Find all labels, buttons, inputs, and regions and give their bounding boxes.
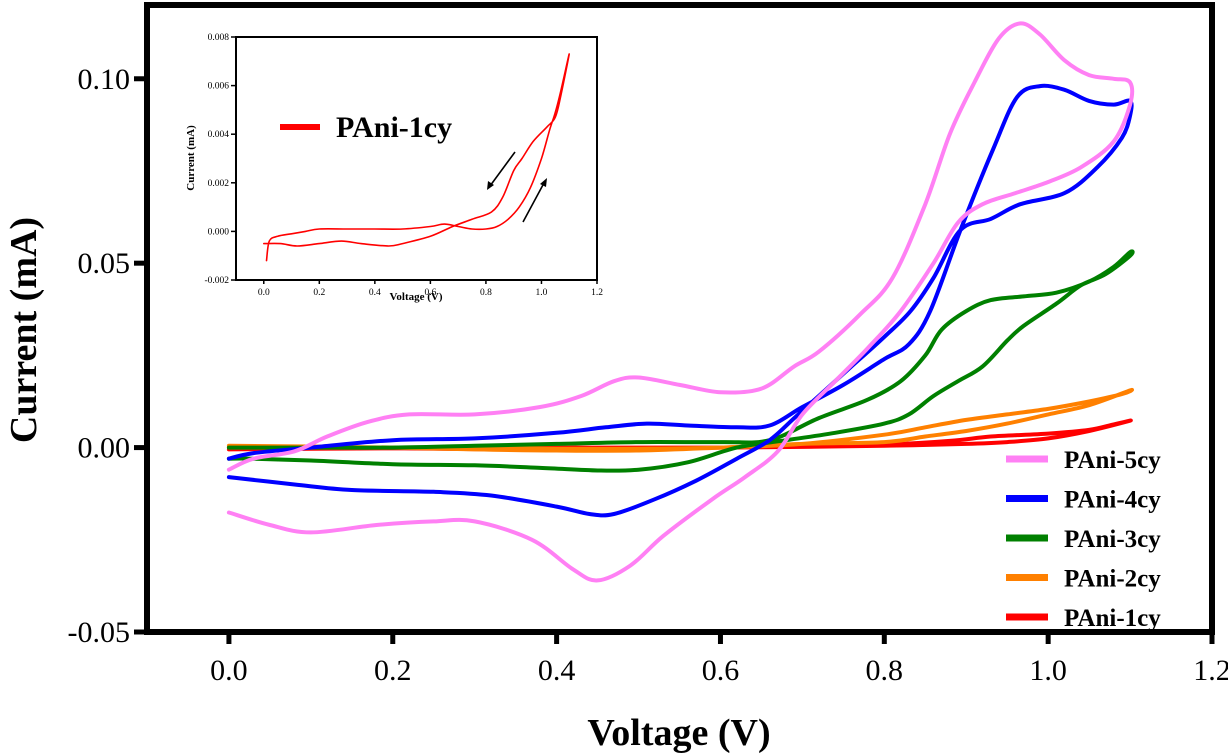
- inset-plot-frame: [235, 36, 598, 281]
- x-tick-label: 0.2: [374, 654, 412, 687]
- inset-x-tick-label: 0.2: [313, 288, 325, 298]
- inset-y-tick-label: -0.002: [204, 276, 229, 286]
- inset-y-tick-label: 0.000: [208, 227, 230, 237]
- x-tick-label: 0.0: [210, 654, 248, 687]
- legend-label: PAni-4cy: [1064, 487, 1161, 514]
- legend-label: PAni-3cy: [1064, 526, 1161, 553]
- x-tick-label: 0.4: [538, 654, 576, 687]
- inset-x-tick-label: 0.8: [480, 288, 492, 298]
- legend-item-pani-1cy: PAni-1cy: [1006, 605, 1161, 632]
- x-tick-label: 1.0: [1029, 654, 1067, 687]
- series-line-pani-2cy: [226, 387, 1135, 453]
- legend-item-pani-3cy: PAni-3cy: [1006, 526, 1161, 553]
- main-legend: PAni-5cy PAni-4cy PAni-3cy PAni-2cy PAni-1cy: [1006, 447, 1161, 632]
- inset-x-tick-label: 0.4: [369, 288, 381, 298]
- inset-y-tick-label: 0.004: [208, 130, 230, 140]
- main-x-axis: 0.0 0.2 0.4 0.6 0.8 1.0 1.2: [210, 632, 1228, 687]
- inset-plot-curves: [263, 53, 570, 262]
- legend-item-pani-5cy: PAni-5cy: [1006, 447, 1161, 474]
- inset-y-axis: -0.002 0.000 0.002 0.004 0.006 0.008: [204, 33, 236, 286]
- inset-x-axis: 0.0 0.2 0.4 0.6 0.8 1.0 1.2: [258, 280, 603, 298]
- inset-x-tick-label: 0.6: [424, 288, 436, 298]
- y-tick-label: 0.10: [78, 63, 131, 96]
- inset-background: [236, 37, 597, 280]
- x-tick-label: 0.8: [866, 654, 904, 687]
- legend-item-pani-4cy: PAni-4cy: [1006, 487, 1161, 514]
- series-line-pani-4cy: [226, 83, 1134, 518]
- inset-legend-label: PAni-1cy: [336, 111, 452, 144]
- x-tick-label: 0.6: [702, 654, 740, 687]
- main-y-axis-title: Current (mA): [3, 217, 45, 443]
- x-tick-label: 1.2: [1193, 654, 1228, 687]
- y-tick-label: 0.05: [78, 247, 131, 280]
- main-plot-frame: [144, 2, 1215, 635]
- series-line-pani-5cy: [226, 21, 1135, 583]
- inset-y-axis-title: Current (mA): [185, 125, 197, 191]
- inset-x-tick-label: 1.0: [536, 288, 548, 298]
- inset-series-line-pani-1cy: [263, 53, 570, 262]
- inset-x-tick-label: 1.2: [591, 288, 603, 298]
- main-y-axis: -0.05 0.00 0.05 0.10: [68, 63, 147, 649]
- legend-label: PAni-5cy: [1064, 447, 1161, 474]
- reverse-scan-arrow: [487, 151, 516, 190]
- inset-y-tick-label: 0.008: [208, 33, 230, 43]
- legend-label: PAni-2cy: [1064, 566, 1161, 593]
- inset-y-tick-label: 0.006: [208, 82, 230, 92]
- inset-y-tick-label: 0.002: [208, 179, 230, 189]
- main-x-axis-title: Voltage (V): [587, 712, 770, 754]
- inset-x-tick-label: 0.0: [258, 288, 270, 298]
- y-tick-label: -0.05: [68, 616, 131, 649]
- inset-x-axis-title: Voltage (V): [389, 291, 442, 303]
- main-plot-curves: [226, 21, 1135, 583]
- forward-scan-arrow: [522, 178, 547, 223]
- y-tick-label: 0.00: [78, 432, 131, 465]
- inset-chart: 0.0 0.2 0.4 0.6 0.8 1.0 1.2 -0.002 0.000 0.002 0.…: [185, 33, 603, 303]
- legend-label: PAni-1cy: [1064, 605, 1161, 632]
- series-line-pani-3cy: [226, 249, 1135, 473]
- legend-item-pani-2cy: PAni-2cy: [1006, 566, 1161, 593]
